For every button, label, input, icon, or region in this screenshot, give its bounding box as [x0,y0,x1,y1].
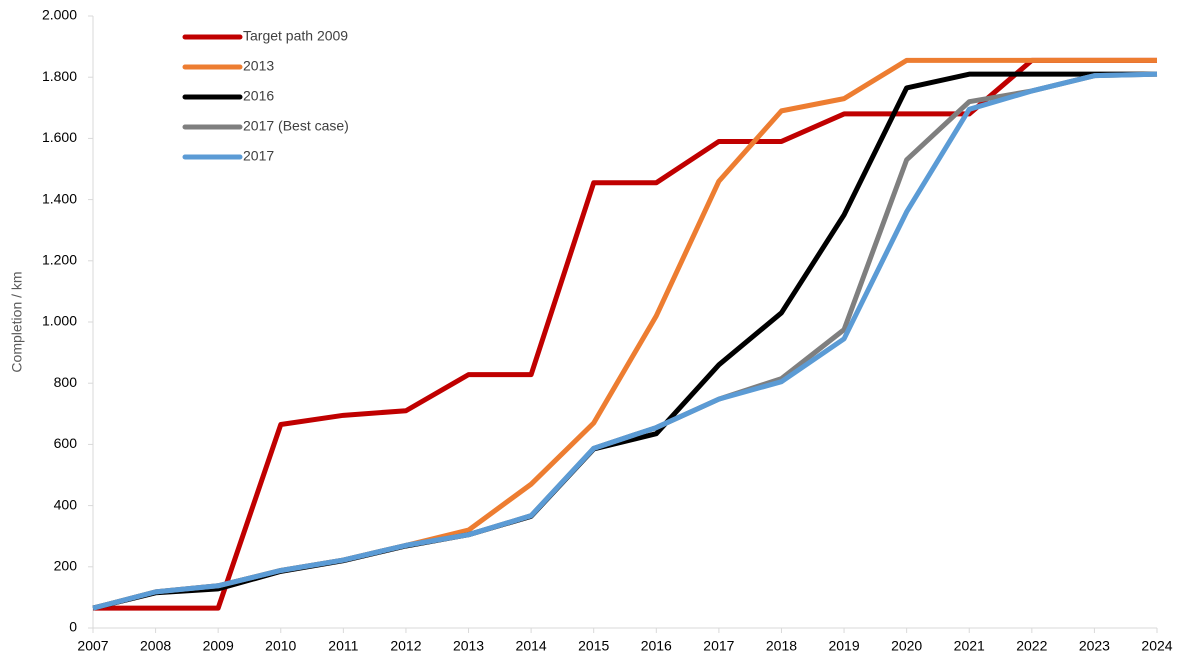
y-tick-label: 800 [54,374,78,390]
x-tick-label: 2023 [1079,638,1110,654]
x-tick-label: 2014 [516,638,547,654]
x-tick-label: 2010 [265,638,296,654]
x-tick-label: 2018 [766,638,797,654]
x-tick-label: 2024 [1141,638,1172,654]
legend-label: 2017 (Best case) [243,118,349,134]
x-tick-label: 2007 [77,638,108,654]
legend-label: 2016 [243,88,274,104]
x-tick-label: 2012 [390,638,421,654]
x-tick-label: 2011 [328,638,358,654]
series-line [93,57,1157,611]
x-tick-label: 2009 [203,638,234,654]
y-tick-label: 1.400 [42,190,77,206]
y-tick-label: 1.600 [42,129,77,145]
legend-label: 2013 [243,58,274,74]
y-tick-label: 200 [54,558,78,574]
x-tick-label: 2017 [703,638,734,654]
x-tick-label: 2020 [891,638,922,654]
y-tick-label: 2.000 [42,7,77,23]
x-tick-label: 2015 [578,638,609,654]
legend-label: 2017 [243,148,274,164]
y-tick-label: 1.800 [42,68,77,84]
legend-label: Target path 2009 [243,28,348,44]
y-tick-label: 1.200 [42,252,77,268]
x-tick-label: 2008 [140,638,171,654]
series-line [92,71,1158,611]
y-tick-label: 400 [54,496,78,512]
x-tick-label: 2013 [453,638,484,654]
y-tick-label: 600 [54,435,78,451]
y-axis-title: Completion / km [9,271,25,372]
x-tick-label: 2016 [641,638,672,654]
x-tick-label: 2021 [954,638,985,654]
y-tick-label: 1.000 [42,313,77,329]
series-line [92,57,1157,611]
x-tick-label: 2022 [1016,638,1047,654]
x-tick-label: 2019 [828,638,859,654]
y-tick-label: 0 [69,619,77,635]
